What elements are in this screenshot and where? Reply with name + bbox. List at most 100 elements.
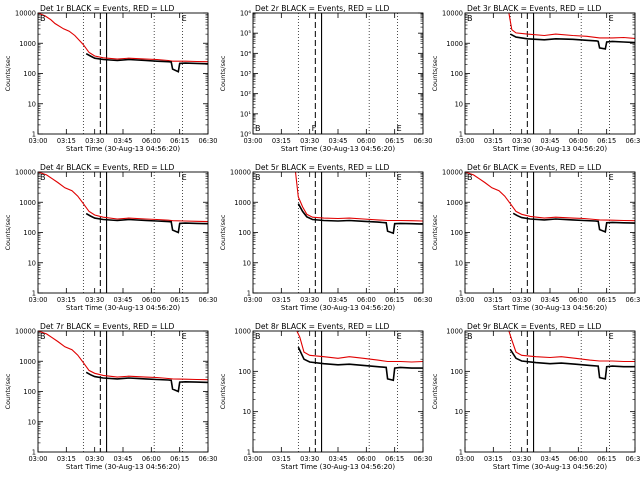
y-tick-label: 100 (450, 368, 463, 376)
x-tick-label: 06:15 (170, 137, 189, 145)
flag-marker-e: E (397, 173, 402, 182)
chart-title: Det 6r BLACK = Events, RED = LLD (467, 163, 602, 172)
x-tick-label: 03:00 (28, 296, 47, 304)
chart-title: Det 5r BLACK = Events, RED = LLD (255, 163, 390, 172)
y-tick-label: 10⁴ (240, 50, 251, 58)
y-tick-label: 1000 (234, 328, 251, 336)
x-tick-label: 03:15 (57, 455, 76, 463)
y-tick-label: 100 (238, 229, 251, 237)
x-tick-label: 03:15 (272, 455, 291, 463)
x-tick-label: 06:30 (198, 455, 217, 463)
series-line-red (464, 171, 636, 222)
flag-marker-b: B (255, 332, 261, 341)
x-tick-label: 06:00 (142, 137, 161, 145)
y-tick-label: 10 (243, 259, 251, 267)
y-tick-label: 10000 (15, 10, 36, 18)
x-tick-label: 03:00 (455, 455, 474, 463)
x-tick-label: 06:15 (385, 296, 404, 304)
x-axis-label: Start Time (30-Aug-13 04:56:20) (281, 463, 395, 471)
chart-title: Det 3r BLACK = Events, RED = LLD (467, 4, 602, 13)
y-tick-label: 10 (455, 100, 463, 108)
x-tick-label: 06:15 (597, 137, 616, 145)
x-tick-label: 03:45 (113, 455, 132, 463)
series-line-red (508, 330, 635, 363)
y-tick-label: 100 (23, 388, 36, 396)
series-line-red (508, 12, 636, 39)
flag-marker-e: E (609, 332, 614, 341)
x-tick-label: 03:30 (85, 455, 104, 463)
chart-panel-5: Det 5r BLACK = Events, RED = LLD Counts/s… (219, 163, 433, 312)
x-tick-label: 06:15 (170, 455, 189, 463)
x-tick-label: 03:45 (113, 137, 132, 145)
x-tick-label: 03:00 (455, 137, 474, 145)
x-tick-label: 03:15 (57, 137, 76, 145)
y-tick-label: 10³ (240, 70, 251, 78)
y-tick-label: 1000 (19, 199, 36, 207)
chart-panel-8: Det 8r BLACK = Events, RED = LLD Counts/s… (219, 322, 433, 471)
x-tick-label: 06:00 (357, 455, 376, 463)
y-axis-label: Counts/sec (4, 214, 12, 250)
chart-panel-4: Det 4r BLACK = Events, RED = LLD Counts/s… (4, 163, 218, 312)
y-tick-label: 1 (459, 449, 463, 457)
x-tick-label: 06:00 (569, 137, 588, 145)
y-axis-label: Counts/sec (431, 214, 439, 250)
y-tick-label: 100 (23, 229, 36, 237)
x-tick-label: 03:30 (85, 296, 104, 304)
x-tick-label: 06:15 (597, 455, 616, 463)
x-axis-label: Start Time (30-Aug-13 04:56:20) (281, 145, 395, 153)
x-axis-label: Start Time (30-Aug-13 04:56:20) (493, 145, 607, 153)
x-tick-label: 06:15 (597, 296, 616, 304)
y-tick-label: 10 (28, 418, 36, 426)
flag-marker-e: E (609, 14, 614, 23)
x-tick-label: 06:30 (413, 296, 432, 304)
series-line-red (37, 171, 209, 223)
x-tick-label: 06:15 (385, 137, 404, 145)
x-tick-label: 03:15 (272, 296, 291, 304)
x-axis-label: Start Time (30-Aug-13 04:56:20) (493, 463, 607, 471)
series-line-black (85, 52, 209, 73)
x-axis-label: Start Time (30-Aug-13 04:56:20) (66, 145, 180, 153)
series-line-red (294, 171, 424, 222)
chart-title: Det 7r BLACK = Events, RED = LLD (40, 322, 175, 331)
series-line-black (509, 33, 636, 50)
x-tick-label: 03:00 (243, 137, 262, 145)
chart-title: Det 1r BLACK = Events, RED = LLD (40, 4, 175, 13)
flag-marker-e: E (609, 173, 614, 182)
series-line-black (512, 212, 636, 234)
x-tick-label: 03:15 (57, 296, 76, 304)
chart-title: Det 4r BLACK = Events, RED = LLD (40, 163, 175, 172)
chart-panel-9: Det 9r BLACK = Events, RED = LLD Counts/s… (431, 322, 640, 471)
x-tick-label: 03:15 (484, 296, 503, 304)
y-tick-label: 1000 (234, 199, 251, 207)
series-line-black (297, 346, 423, 382)
flag-marker-e: E (182, 173, 187, 182)
flag-marker-b: B (40, 332, 46, 341)
y-tick-label: 10² (240, 90, 251, 98)
x-tick-label: 06:00 (142, 455, 161, 463)
chart-panel-1: Det 1r BLACK = Events, RED = LLD Counts/s… (4, 4, 218, 153)
x-tick-label: 03:30 (512, 296, 531, 304)
y-tick-label: 10000 (442, 10, 463, 18)
flag-marker-f: F (312, 124, 317, 133)
x-tick-label: 06:15 (170, 296, 189, 304)
series-line-red (37, 330, 209, 381)
x-tick-label: 03:30 (300, 455, 319, 463)
x-tick-label: 06:00 (569, 296, 588, 304)
y-tick-label: 10¹ (240, 110, 251, 118)
y-tick-label: 10⁶ (240, 10, 251, 18)
x-tick-label: 03:30 (300, 137, 319, 145)
y-tick-label: 1 (247, 449, 251, 457)
x-tick-label: 03:15 (484, 137, 503, 145)
y-tick-label: 1 (459, 290, 463, 298)
x-axis-label: Start Time (30-Aug-13 04:56:20) (66, 463, 180, 471)
y-tick-label: 10 (243, 408, 251, 416)
y-tick-label: 1000 (19, 358, 36, 366)
chart-title: Det 2r BLACK = Events, RED = LLD (255, 4, 390, 13)
y-axis-label: Counts/sec (219, 55, 227, 91)
x-axis-label: Start Time (30-Aug-13 04:56:20) (281, 304, 395, 312)
x-tick-label: 06:00 (357, 296, 376, 304)
x-tick-label: 06:30 (198, 137, 217, 145)
chart-panel-3: Det 3r BLACK = Events, RED = LLD Counts/s… (431, 4, 640, 153)
flag-marker-b: B (467, 173, 473, 182)
y-tick-label: 10 (28, 259, 36, 267)
